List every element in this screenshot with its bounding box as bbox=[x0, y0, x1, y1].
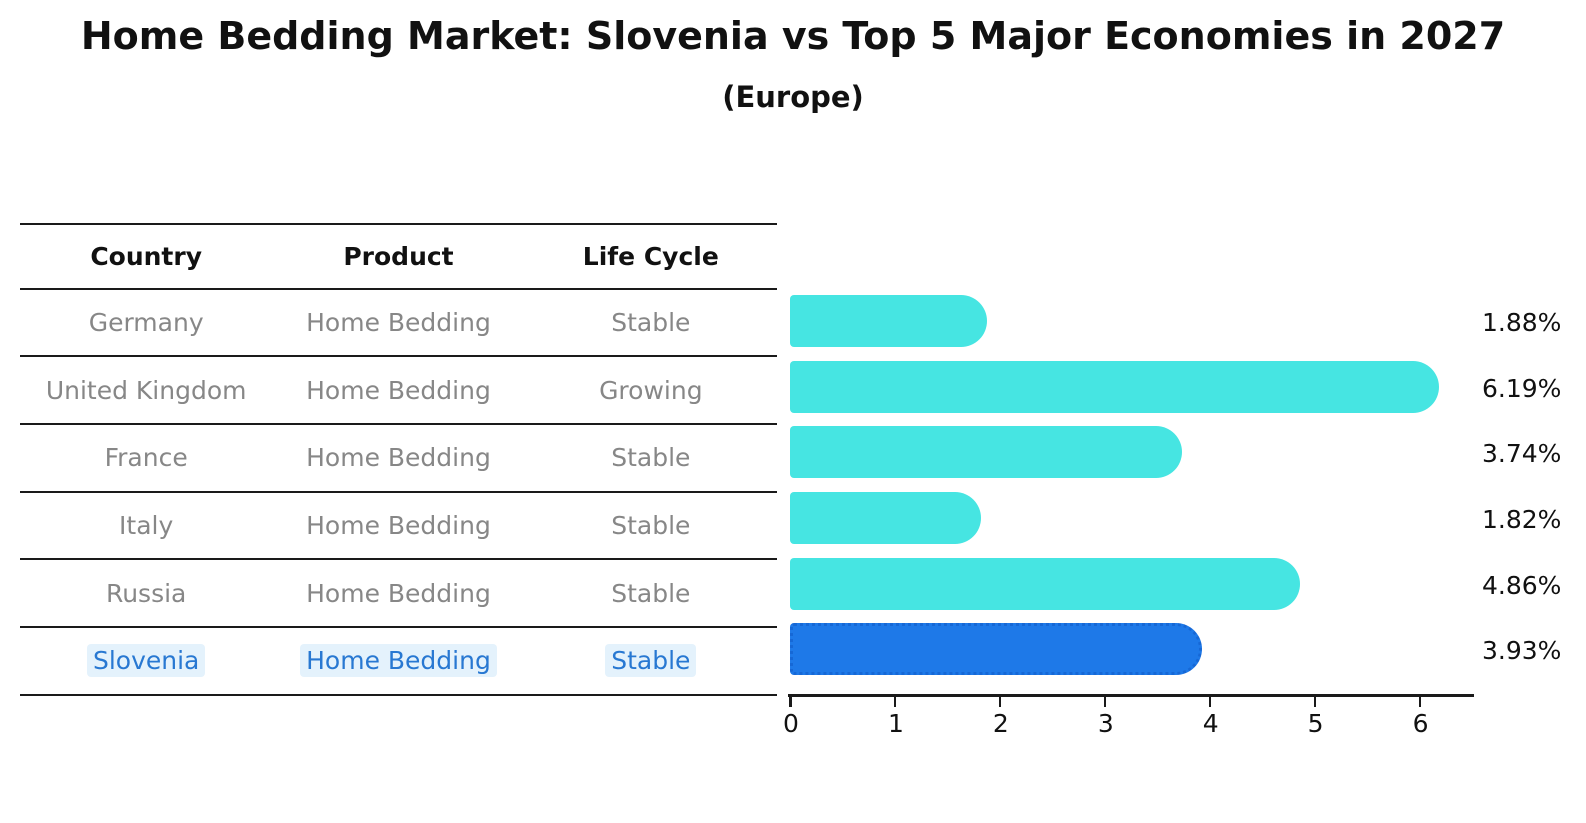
x-tick-label: 0 bbox=[783, 709, 799, 738]
bar-plot-area bbox=[790, 288, 1472, 682]
bar-russia bbox=[790, 557, 1300, 610]
x-axis-line bbox=[788, 694, 1474, 697]
cell-life-cycle: Stable bbox=[611, 510, 691, 540]
cell-country: Russia bbox=[105, 578, 187, 608]
x-tick-mark bbox=[1418, 697, 1422, 707]
value-label-italy: 1.82% bbox=[1482, 504, 1562, 534]
x-tick-mark bbox=[1313, 697, 1317, 707]
cell-country: Germany bbox=[88, 307, 204, 337]
x-tick-label: 1 bbox=[887, 709, 904, 738]
cell-product: Home Bedding bbox=[272, 644, 524, 678]
cell-country: France bbox=[104, 443, 188, 473]
table-row-germany: Germany Home Bedding Stable bbox=[20, 290, 777, 358]
x-tick-mark bbox=[893, 697, 897, 707]
cell-life-cycle: Growing bbox=[599, 375, 703, 405]
col-header-life-cycle: Life Cycle bbox=[582, 241, 719, 271]
x-tick-label: 6 bbox=[1412, 709, 1429, 738]
table-row-italy: Italy Home Bedding Stable bbox=[20, 493, 777, 561]
cell-product: Home Bedding bbox=[306, 578, 491, 608]
cell-country: United Kingdom bbox=[45, 375, 247, 405]
col-header-country: Country bbox=[90, 241, 203, 271]
value-label-slovenia: 3.93% bbox=[1482, 636, 1562, 666]
table-row-russia: Russia Home Bedding Stable bbox=[20, 560, 777, 628]
bar-value-labels: 1.88% 6.19% 3.74% 1.82% 4.86% 3.93% bbox=[1482, 288, 1586, 682]
x-tick-mark bbox=[1208, 697, 1212, 707]
cell-product: Home Bedding bbox=[306, 510, 491, 540]
x-tick-label: 5 bbox=[1307, 709, 1324, 738]
bar-slovenia bbox=[790, 623, 1203, 676]
cell-product: Home Bedding bbox=[306, 375, 491, 405]
table-row-united-kingdom: United Kingdom Home Bedding Growing bbox=[20, 357, 777, 425]
table-row-france: France Home Bedding Stable bbox=[20, 425, 777, 493]
cell-product: Home Bedding bbox=[306, 443, 491, 473]
cell-product: Home Bedding bbox=[306, 307, 491, 337]
country-table: Country Product Life Cycle Germany Home … bbox=[20, 223, 777, 696]
x-tick-mark bbox=[998, 697, 1002, 707]
col-header-product: Product bbox=[343, 241, 454, 271]
cell-life-cycle: Stable bbox=[611, 443, 691, 473]
cell-life-cycle: Stable bbox=[525, 644, 777, 678]
value-label-russia: 4.86% bbox=[1482, 570, 1562, 600]
x-tick-mark bbox=[789, 697, 792, 707]
table-header-row: Country Product Life Cycle bbox=[20, 223, 777, 290]
x-axis-ticks: 0 1 2 3 4 5 6 bbox=[783, 697, 1472, 757]
bar-germany bbox=[790, 294, 988, 347]
x-tick-label: 4 bbox=[1202, 709, 1219, 738]
cell-life-cycle: Stable bbox=[611, 307, 691, 337]
value-label-france: 3.74% bbox=[1482, 439, 1562, 469]
chart-title: Home Bedding Market: Slovenia vs Top 5 M… bbox=[80, 14, 1506, 58]
cell-life-cycle: Stable bbox=[611, 578, 691, 608]
bar-france bbox=[790, 426, 1183, 479]
x-tick-mark bbox=[1103, 697, 1107, 707]
x-tick-label: 2 bbox=[992, 709, 1009, 738]
x-tick-label: 3 bbox=[1097, 709, 1114, 738]
bar-united-kingdom bbox=[790, 360, 1440, 413]
chart-subtitle: (Europe) bbox=[722, 80, 864, 114]
cell-country: Slovenia bbox=[20, 644, 272, 678]
value-label-germany: 1.88% bbox=[1482, 307, 1562, 337]
value-label-united-kingdom: 6.19% bbox=[1482, 373, 1562, 403]
table-row-slovenia: Slovenia Home Bedding Stable bbox=[20, 628, 777, 696]
cell-country: Italy bbox=[119, 510, 174, 540]
bar-italy bbox=[790, 491, 981, 544]
